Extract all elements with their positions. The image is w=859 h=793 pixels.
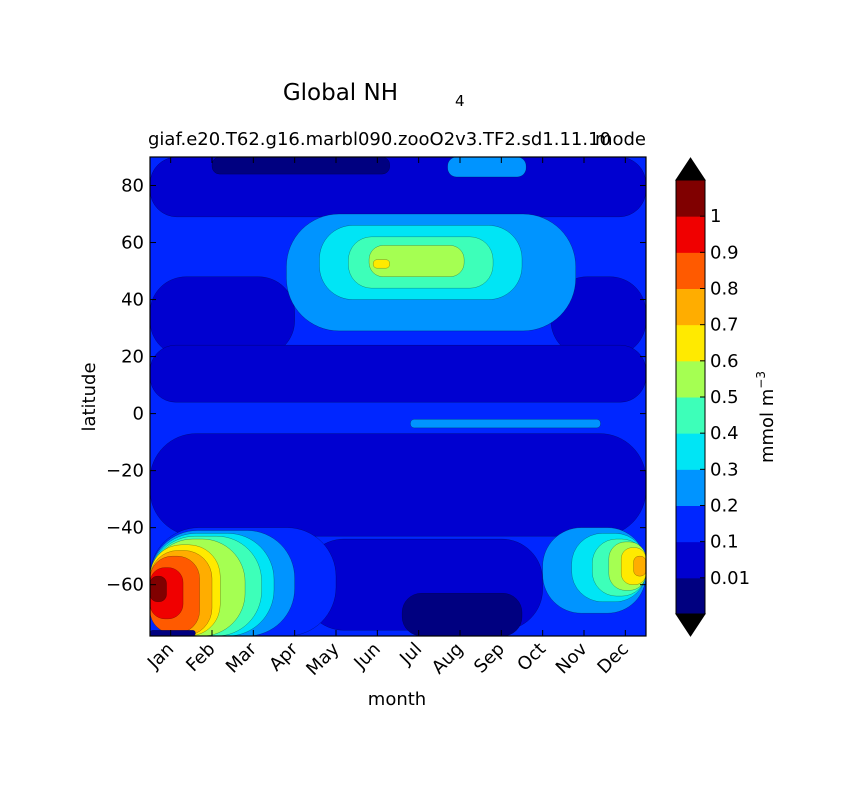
colorbar-swatch-7 [676,324,705,362]
y-tick-label--60: −60 [106,575,144,596]
colorbar-tick-label-4: 0.4 [710,423,739,444]
colorbar-swatch-4 [676,433,705,470]
chart-title: Global NH [283,80,398,106]
colorbar-tick-label-0: 0.01 [710,568,750,589]
contour-equatorial-tongue [410,419,601,429]
case-label: giaf.e20.T62.g16.marbl090.zooO2v3.TF2.sd… [148,129,611,150]
y-tick-label--20: −20 [106,461,144,482]
x-tick-label-dec: Dec [593,639,632,678]
y-tick-label-80: 80 [121,176,144,197]
x-tick-label-mar: Mar [222,638,261,677]
plot-frame [149,156,647,637]
colorbar-tick-label-7: 0.7 [710,315,739,336]
y-axis: 80 60 40 20 0 −20 −40 −60 [106,176,646,596]
colorbar-swatch-6 [676,360,705,398]
y-tick-label-20: 20 [121,347,144,368]
x-tick-label-feb: Feb [182,639,219,676]
x-tick-label-jun: Jun [349,639,384,674]
x-tick-label-sep: Sep [470,639,509,678]
y-axis-label: latitude [79,362,100,431]
contour-austral-summer-08 [633,555,646,577]
y-tick-label--40: −40 [106,518,144,539]
case-label-overlap: mode [595,129,646,150]
x-tick-label-aug: Aug [428,639,468,679]
colorbar-extend-high [675,157,706,181]
colorbar: 0.01 0.1 0.2 0.3 0.4 0.5 0.6 0.7 0.8 0.9 1 [675,157,750,637]
colorbar-swatch-3 [676,469,705,506]
contour-arctic-cap-min [211,157,390,175]
contour-equatorial-low [150,344,646,403]
y-tick-label-0: 0 [133,404,144,425]
chart-title-subscript: 4 [455,92,465,110]
contour-arctic-summer-patch [447,157,527,178]
contour-north-winter-low [150,276,295,357]
colorbar-tick-label-5: 0.5 [710,387,739,408]
colorbar-tick-label-8: 0.8 [710,279,739,300]
contour-southern-high-11 [150,575,167,602]
colorbar-swatch-2 [676,505,705,543]
colorbar-tick-label-10: 1 [710,206,721,227]
colorbar-swatch-1 [676,541,705,579]
y-tick-label-60: 60 [121,233,144,254]
y-tick-label-40: 40 [121,290,144,311]
colorbar-swatch-10 [676,216,705,253]
colorbar-label: mmol m−3 [754,371,778,463]
colorbar-tick-label-6: 0.6 [710,351,739,372]
x-tick-label-nov: Nov [552,638,592,678]
contour-southern-ice-edge-min [150,630,196,636]
contour-south-subtropical-low [150,433,646,537]
colorbar-tick-label-1: 0.1 [710,532,739,553]
x-tick-label-apr: Apr [265,638,302,675]
x-tick-label-jul: Jul [395,639,426,670]
colorbar-swatch-11 [676,180,705,217]
colorbar-tick-label-9: 0.9 [710,242,739,263]
x-tick-label-oct: Oct [513,639,550,676]
x-tick-label-jan: Jan [143,639,178,674]
contour-summer-bloom-06 [368,245,465,277]
colorbar-swatch-8 [676,288,705,326]
colorbar-swatch-9 [676,252,705,289]
contour-south-min [401,593,523,636]
heatmap-contours [150,157,646,636]
plot-area: Jan Feb Mar Apr May Jun Jul Aug Sep Oct Nov Dec 80 6… [106,156,647,680]
x-axis-label: month [368,689,426,710]
colorbar-swatch-0 [676,577,705,615]
colorbar-tick-label-3: 0.3 [710,459,739,480]
x-tick-label-may: May [302,638,343,679]
colorbar-swatch-5 [676,397,705,434]
colorbar-extend-low [675,613,706,637]
contour-summer-bloom-07 [373,259,390,269]
colorbar-tick-label-2: 0.2 [710,496,739,517]
